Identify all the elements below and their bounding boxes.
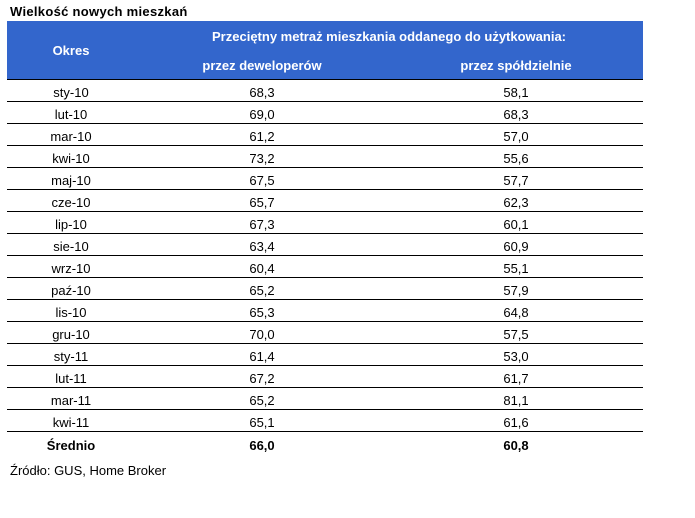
period-cell: kwi-11 (7, 409, 135, 432)
developers-cell: 65,1 (135, 409, 389, 432)
period-cell: cze-10 (7, 189, 135, 212)
developers-cell: 67,2 (135, 365, 389, 388)
developers-cell: 65,3 (135, 299, 389, 322)
table-row: kwi-11 65,1 61,6 (7, 409, 644, 432)
average-label: Średnio (46, 438, 96, 453)
table-row: sie-10 63,4 60,9 (7, 233, 644, 256)
table-title: Wielkość nowych mieszkań (10, 4, 188, 19)
developers-cell: 68,3 (135, 79, 389, 102)
developers-cell: 69,0 (135, 101, 389, 124)
average-cooperatives: 60,8 (503, 438, 529, 453)
developers-column-header: przez deweloperów (135, 51, 389, 80)
period-cell: lis-10 (7, 299, 135, 322)
cooperatives-cell: 55,6 (389, 145, 644, 168)
cooperatives-cell: 61,6 (389, 409, 644, 432)
table-row: gru-10 70,0 57,5 (7, 321, 644, 344)
table-row: sty-11 61,4 53,0 (7, 343, 644, 366)
table-row: sty-10 68,3 58,1 (7, 79, 644, 102)
table-row: wrz-10 60,4 55,1 (7, 255, 644, 278)
developers-cell: 70,0 (135, 321, 389, 344)
table-row: cze-10 65,7 62,3 (7, 189, 644, 212)
cooperatives-cell: 57,5 (389, 321, 644, 344)
table-row: mar-10 61,2 57,0 (7, 123, 644, 146)
developers-cell: 63,4 (135, 233, 389, 256)
table-row: mar-11 65,2 81,1 (7, 387, 644, 410)
period-cell: mar-11 (7, 387, 135, 410)
developers-cell: 67,5 (135, 167, 389, 190)
cooperatives-cell: 68,3 (389, 101, 644, 124)
period-cell: lip-10 (7, 211, 135, 234)
cooperatives-cell: 58,1 (389, 79, 644, 102)
cooperatives-cell: 57,9 (389, 277, 644, 300)
table-row: lip-10 67,3 60,1 (7, 211, 644, 234)
cooperatives-cell: 64,8 (389, 299, 644, 322)
cooperatives-cell: 61,7 (389, 365, 644, 388)
period-cell: gru-10 (7, 321, 135, 344)
table-row: lis-10 65,3 64,8 (7, 299, 644, 322)
cooperatives-cell: 60,9 (389, 233, 644, 256)
table-body: sty-10 68,3 58,1 lut-10 69,0 68,3 mar-10 61,2 57… (7, 79, 644, 455)
period-cell: sty-11 (7, 343, 135, 366)
period-cell: lut-10 (7, 101, 135, 124)
table-row: maj-10 67,5 57,7 (7, 167, 644, 190)
period-cell: mar-10 (7, 123, 135, 146)
apartment-size-table: Okres Przeciętny metraż mieszkania oddan… (7, 21, 644, 455)
cooperatives-column-header: przez spółdzielnie (389, 51, 644, 80)
source-note: Źródło: GUS, Home Broker (10, 463, 167, 478)
cooperatives-cell: 57,7 (389, 167, 644, 190)
average-row: Średnio 66,0 60,8 (7, 432, 643, 455)
developers-cell: 60,4 (135, 255, 389, 278)
cooperatives-cell: 55,1 (389, 255, 644, 278)
developers-cell: 73,2 (135, 145, 389, 168)
period-cell: sty-10 (7, 79, 135, 102)
cooperatives-cell: 81,1 (389, 387, 644, 410)
period-cell: kwi-10 (7, 145, 135, 168)
cooperatives-cell: 53,0 (389, 343, 644, 366)
table-row: kwi-10 73,2 55,6 (7, 145, 644, 168)
average-developers: 66,0 (249, 438, 275, 453)
average-area-group-header: Przeciętny metraż mieszkania oddanego do… (135, 21, 644, 51)
period-cell: sie-10 (7, 233, 135, 256)
cooperatives-cell: 60,1 (389, 211, 644, 234)
developers-cell: 65,7 (135, 189, 389, 212)
developers-cell: 67,3 (135, 211, 389, 234)
period-cell: paź-10 (7, 277, 135, 300)
developers-cell: 61,2 (135, 123, 389, 146)
period-column-header: Okres (7, 21, 135, 80)
developers-cell: 65,2 (135, 277, 389, 300)
cooperatives-cell: 62,3 (389, 189, 644, 212)
developers-cell: 65,2 (135, 387, 389, 410)
developers-cell: 61,4 (135, 343, 389, 366)
table-row: lut-11 67,2 61,7 (7, 365, 644, 388)
period-cell: maj-10 (7, 167, 135, 190)
period-cell: wrz-10 (7, 255, 135, 278)
table-row: paź-10 65,2 57,9 (7, 277, 644, 300)
period-cell: lut-11 (7, 365, 135, 388)
table-row: lut-10 69,0 68,3 (7, 101, 644, 124)
cooperatives-cell: 57,0 (389, 123, 644, 146)
